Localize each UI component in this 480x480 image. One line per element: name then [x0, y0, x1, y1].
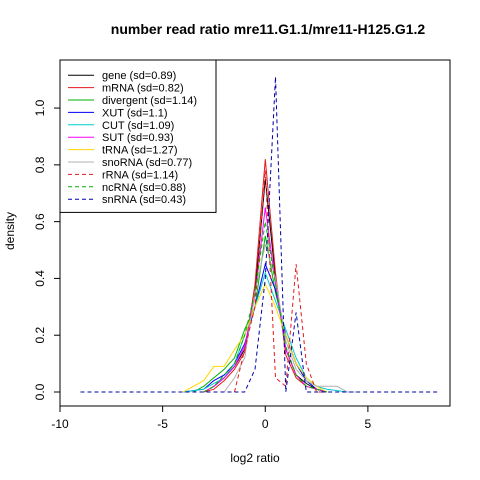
y-axis-label: density: [3, 212, 17, 250]
series-line: [203, 221, 327, 393]
legend-label: mRNA (sd=0.82): [102, 83, 184, 95]
legend-label: divergent (sd=1.14): [102, 95, 197, 107]
series-line: [80, 76, 440, 393]
legend-label: rRNA (sd=1.14): [102, 169, 178, 181]
legend-label: snoRNA (sd=0.77): [102, 157, 192, 169]
y-tick-label: 0.2: [33, 327, 47, 344]
x-tick-label: 5: [365, 417, 372, 431]
legend: gene (sd=0.89)mRNA (sd=0.82)divergent (s…: [59, 59, 217, 213]
series-line: [234, 170, 327, 393]
x-tick-label: 0: [262, 417, 269, 431]
chart-title: number read ratio mre11.G1.1/mre11-H125.…: [111, 21, 426, 37]
plot-frame: [59, 59, 451, 407]
legend-label: tRNA (sd=1.27): [102, 145, 178, 157]
y-tick-label: 0.8: [33, 156, 47, 173]
y-tick-label: 0.4: [33, 270, 47, 287]
legend-label: snRNA (sd=0.43): [102, 194, 186, 206]
legend-label: XUT (sd=1.1): [102, 107, 168, 119]
x-tick-label: -10: [51, 417, 69, 431]
x-tick-label: -5: [157, 417, 168, 431]
y-tick-label: 1.0: [33, 99, 47, 116]
legend-label: gene (sd=0.89): [102, 70, 176, 82]
y-tick-label: 0.6: [33, 213, 47, 230]
legend-label: ncRNA (sd=0.88): [102, 182, 186, 194]
series-line: [183, 262, 327, 393]
axes-layer: -10 -5 0 5 0.0 0.2 0.4 0.6 0.8 1.0: [33, 99, 372, 431]
legend-label: CUT (sd=1.09): [102, 120, 174, 132]
x-axis-label: log2 ratio: [230, 451, 280, 465]
series-layer: [80, 76, 440, 393]
legend-label: SUT (sd=0.93): [102, 132, 174, 144]
y-tick-label: 0.0: [33, 383, 47, 400]
